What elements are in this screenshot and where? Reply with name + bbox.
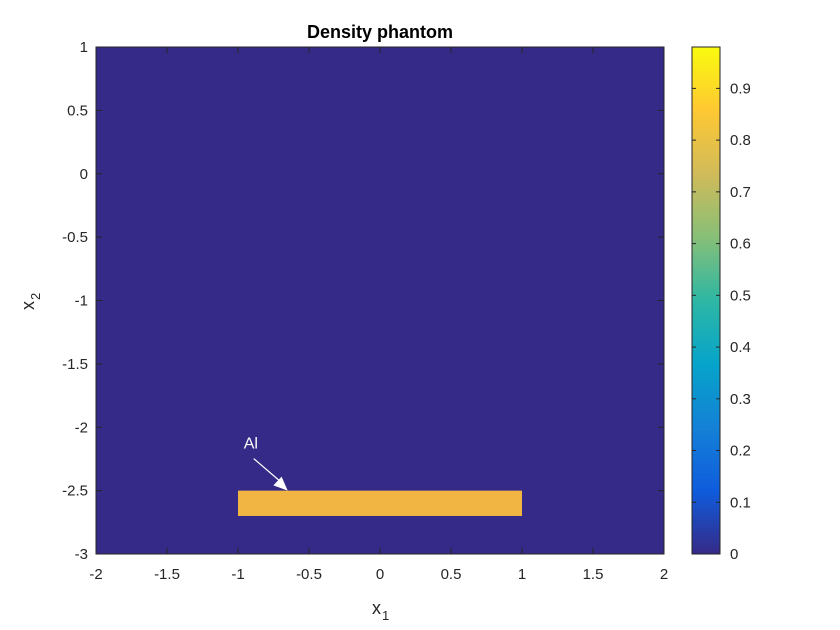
colorbar-tick-label: 0.4 [730,339,751,356]
colorbar-tick-label: 0.2 [730,443,751,460]
y-tick-label: 1 [80,39,88,56]
colorbar-tick-label: 0 [730,546,738,563]
x-axis-title-base: x [372,598,381,618]
x-tick-label: -0.5 [296,566,322,583]
x-tick-label: 0.5 [441,566,462,583]
x-tick-label: -1.5 [154,566,180,583]
regions-layer [238,490,522,516]
colorbar-tick-label: 0.7 [730,184,751,201]
y-tick-label: -2 [75,419,88,436]
colorbar-tick-label: 0.8 [730,132,751,149]
annotation-arrow-head [273,476,288,491]
y-axis-title-base: x [18,301,38,310]
colorbar-gradient [691,46,721,555]
x-axis-title: x1 [372,598,389,623]
y-tick-label: 0 [80,166,88,183]
colorbar-ticks: 0 0.1 0.2 0.3 0.4 0.5 0.6 0.7 0.8 0.9 [692,80,751,563]
x-tick-label: 0 [376,566,384,583]
colorbar-tick-label: 0.1 [730,494,751,511]
x-tick-label: 1.5 [583,566,604,583]
y-tick-label: -0.5 [62,229,88,246]
x-axis: -2 -1.5 -1 -0.5 0 0.5 1 1.5 2 [89,47,668,583]
y-axis: 1 0.5 0 -0.5 -1 -1.5 -2 -2.5 -3 [62,39,664,563]
y-tick-label: -2.5 [62,483,88,500]
colorbar-tick-label: 0.9 [730,80,751,97]
x-tick-label: -1 [231,566,244,583]
x-tick-label: -2 [89,566,102,583]
chart-title: Density phantom [307,22,453,42]
y-tick-label: -3 [75,546,88,563]
region-al [238,490,522,516]
annotation-label: Al [244,436,258,453]
annotations-layer: Al [244,436,288,491]
colorbar-tick-label: 0.6 [730,236,751,253]
x-axis-title-subscript: 1 [382,608,389,623]
x-tick-label: 2 [660,566,668,583]
colorbar-tick-label: 0.5 [730,287,751,304]
annotation-arrow-line [253,458,283,484]
heatmap-background [96,47,664,554]
y-tick-label: -1.5 [62,356,88,373]
plot-area: Al [95,46,665,555]
x-tick-label: 1 [518,566,526,583]
colorbar-tick-label: 0.3 [730,391,751,408]
y-axis-title: x2 [18,293,43,310]
y-tick-label: -1 [75,293,88,310]
y-axis-title-subscript: 2 [28,293,43,300]
y-tick-label: 0.5 [67,102,88,119]
colorbar: 0 0.1 0.2 0.3 0.4 0.5 0.6 0.7 0.8 0.9 [691,46,751,563]
